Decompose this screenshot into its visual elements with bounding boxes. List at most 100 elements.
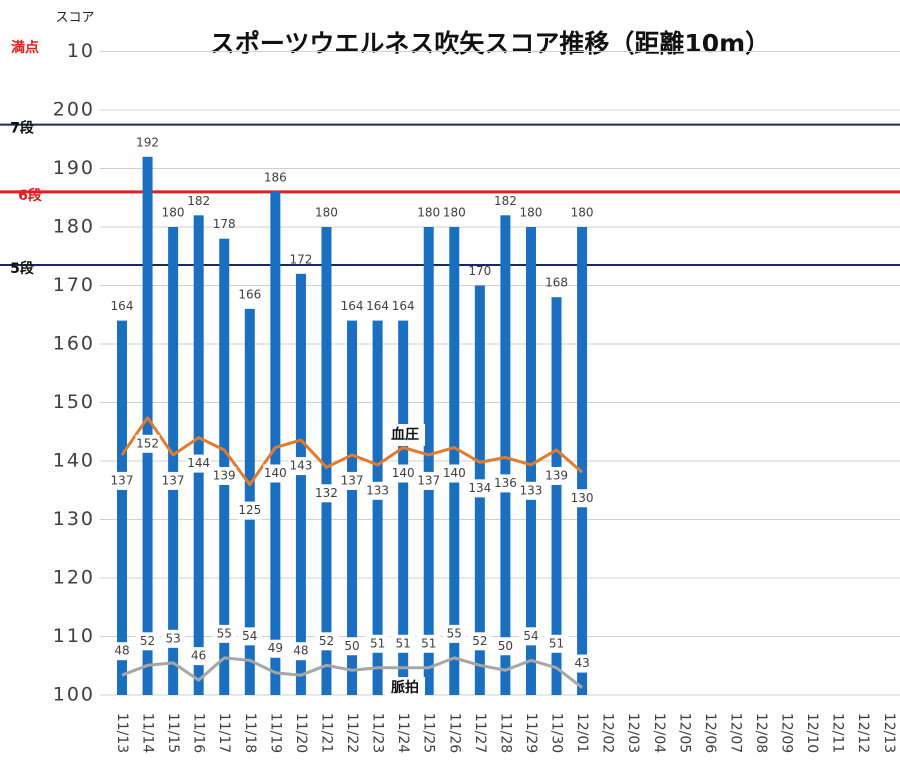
y-axis-label: スコア xyxy=(55,11,94,26)
x-tick-label: 11/26 xyxy=(446,713,462,753)
x-tick-label: 12/07 xyxy=(727,713,743,753)
label-bg xyxy=(340,637,365,656)
label-bg xyxy=(544,634,569,653)
label-bg xyxy=(416,471,441,490)
bar-value-label: 182 xyxy=(187,194,210,208)
bar xyxy=(295,273,306,695)
bar xyxy=(525,227,536,695)
line-value-label: 49 xyxy=(268,641,283,655)
bar xyxy=(423,227,434,695)
y-tick-label: 190 xyxy=(53,157,95,179)
line-series xyxy=(121,656,583,689)
line-value-label: 139 xyxy=(545,468,568,482)
bar xyxy=(219,238,230,695)
label-bg xyxy=(385,677,425,699)
y-tick-label: 100 xyxy=(53,684,95,706)
label-bg xyxy=(570,489,595,508)
label-bg xyxy=(110,471,134,490)
label-bg xyxy=(467,479,492,498)
label-bg xyxy=(314,484,339,503)
line-value-label: 139 xyxy=(213,468,236,482)
line-value-label: 143 xyxy=(289,459,312,473)
bar xyxy=(449,227,460,695)
line-series xyxy=(120,416,584,487)
bar-value-label: 192 xyxy=(136,135,159,149)
y-tick-label: 130 xyxy=(53,508,95,530)
bar xyxy=(168,227,179,695)
x-tick-label: 12/12 xyxy=(855,713,871,753)
bar xyxy=(577,227,588,695)
y-tick-label: 170 xyxy=(53,274,95,296)
line-value-label: 136 xyxy=(494,476,517,490)
x-tick-label: 11/15 xyxy=(165,713,181,753)
reference-label: 6段 xyxy=(18,187,42,204)
label-bg xyxy=(391,464,416,483)
line-value-label: 137 xyxy=(162,473,185,487)
line-value-label: 140 xyxy=(264,466,287,480)
bar-value-label: 180 xyxy=(571,206,594,220)
bar xyxy=(398,320,409,695)
bar-value-label: 164 xyxy=(392,299,415,313)
bar-value-label: 178 xyxy=(213,217,236,231)
x-tick-label: 11/27 xyxy=(472,713,488,753)
x-tick-label: 11/20 xyxy=(293,713,309,753)
line-value-label: 137 xyxy=(417,473,440,487)
y-tick-label: 10 xyxy=(67,40,95,62)
x-tick-label: 11/18 xyxy=(242,713,258,753)
line-value-label: 125 xyxy=(238,503,261,517)
bar-value-label: 180 xyxy=(417,206,440,220)
x-tick-label: 11/19 xyxy=(267,713,283,753)
label-bg xyxy=(186,454,211,473)
bar xyxy=(551,297,562,695)
bar-value-label: 186 xyxy=(264,170,287,184)
label-bg xyxy=(288,457,313,476)
label-bg xyxy=(237,627,262,646)
x-tick-label: 11/23 xyxy=(370,713,386,753)
line-value-label: 52 xyxy=(319,634,334,648)
x-tick-label: 12/13 xyxy=(881,713,897,753)
y-tick-label: 160 xyxy=(53,333,95,355)
reference-label: 7段 xyxy=(10,120,34,137)
bar xyxy=(347,320,358,695)
x-tick-label: 12/09 xyxy=(779,713,795,753)
line-value-label: 52 xyxy=(140,634,155,648)
label-bg xyxy=(263,464,288,483)
x-tick-label: 11/29 xyxy=(523,713,539,753)
line-value-label: 152 xyxy=(136,436,159,450)
line-value-label: 52 xyxy=(472,634,487,648)
line-value-label: 51 xyxy=(370,636,385,650)
x-tick-label: 12/04 xyxy=(651,713,667,753)
label-bg xyxy=(442,624,467,643)
x-tick-label: 12/08 xyxy=(753,713,769,753)
x-tick-label: 11/28 xyxy=(497,713,513,753)
line-value-label: 55 xyxy=(447,626,462,640)
label-bg xyxy=(518,627,543,646)
label-bg xyxy=(161,629,186,648)
label-bg xyxy=(391,634,416,653)
label-bg xyxy=(493,637,518,656)
bar-value-label: 168 xyxy=(545,276,568,290)
label-bg xyxy=(288,642,313,661)
bar-value-label: 180 xyxy=(443,206,466,220)
label-bg xyxy=(385,424,425,446)
x-tick-label: 11/13 xyxy=(114,713,130,753)
line-value-label: 51 xyxy=(396,636,411,650)
label-bg xyxy=(518,481,543,500)
line-value-label: 50 xyxy=(498,639,513,653)
label-bg xyxy=(212,466,237,485)
label-bg xyxy=(161,471,186,490)
x-tick-label: 11/24 xyxy=(395,713,411,753)
label-bg xyxy=(467,632,492,651)
line-value-label: 48 xyxy=(114,644,129,658)
label-bg xyxy=(135,434,160,453)
line-value-label: 51 xyxy=(549,636,564,650)
line-value-label: 130 xyxy=(571,491,594,505)
label-bg xyxy=(314,632,339,651)
line-value-label: 50 xyxy=(344,639,359,653)
label-bg xyxy=(212,624,237,643)
line-value-label: 140 xyxy=(392,466,415,480)
bar-value-label: 182 xyxy=(494,194,517,208)
y-tick-label: 110 xyxy=(53,625,95,647)
x-tick-label: 11/25 xyxy=(421,713,437,753)
